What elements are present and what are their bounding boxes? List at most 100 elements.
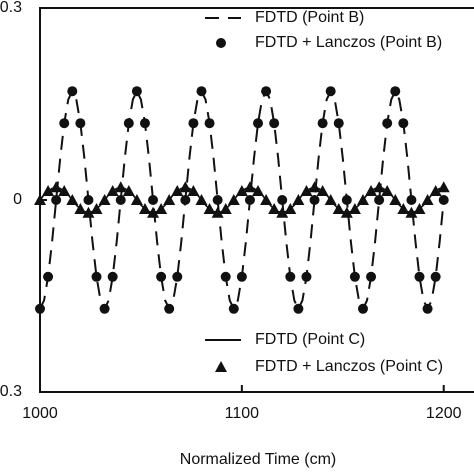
data-point [42,185,55,197]
data-point [317,118,328,129]
data-point [123,118,134,129]
x-axis-label: Normalized Time (cm) [180,451,336,468]
data-point [397,202,410,214]
data-point [50,181,63,193]
data-point [300,185,313,197]
y-tick-label: -0.3 [0,383,22,400]
data-point [389,194,402,205]
data-point [276,206,289,218]
data-point [211,206,224,218]
data-point [155,202,168,214]
data-point [390,86,401,97]
data-point [253,118,264,129]
data-point [219,202,232,214]
x-tick-label: 1200 [426,405,462,422]
data-point [277,195,288,205]
data-point [131,86,142,97]
data-point [356,194,369,205]
data-point [309,195,320,205]
data-point [429,185,442,197]
data-point [212,195,223,205]
data-point [58,185,71,197]
x-tick-label: 1100 [225,405,260,422]
data-point [156,271,167,282]
data-point [59,118,70,129]
data-point [382,118,393,129]
data-point [187,185,200,197]
legend-marker [215,361,227,372]
data-point [244,195,255,205]
x-tick-label: 1000 [22,405,58,422]
legend-label: FDTD + Lanczos (Point C) [255,358,443,375]
data-point [332,202,345,214]
data-point [243,181,256,193]
data-point [43,271,54,282]
data-point [130,194,143,205]
data-point [324,194,337,205]
data-point [180,195,191,205]
data-point [381,185,394,197]
data-point [35,303,45,314]
data-point [106,185,119,197]
data-point [34,194,46,205]
data-point [268,202,281,214]
data-point [228,303,239,314]
data-point [366,271,377,282]
data-point [437,181,450,193]
data-point [220,271,231,282]
data-point [75,118,86,129]
data-point [83,195,94,205]
data-point [325,86,336,97]
data-point [91,271,102,282]
data-point [164,303,175,314]
data-point [171,185,184,197]
data-point [349,271,360,282]
data-point [67,86,78,97]
data-point [438,195,449,205]
data-point [374,195,385,205]
data-point [236,271,247,282]
y-tick-label: 0 [13,191,22,208]
data-point [195,194,208,205]
data-point [430,271,441,282]
data-point [340,206,353,218]
data-point [413,202,426,214]
data-point [188,118,199,129]
data-point [147,206,160,218]
data-point [269,118,280,129]
data-point [163,194,176,205]
data-point [82,206,95,218]
data-point [316,185,329,197]
data-point [148,195,159,205]
data-point [115,195,126,205]
data-point [203,202,216,214]
data-point [66,194,79,205]
data-point [51,195,62,205]
data-point [414,271,425,282]
data-point [138,202,151,214]
legend-label: FDTD + Lanczos (Point B) [255,34,442,51]
data-point [90,202,103,214]
data-point [373,181,386,193]
data-point [348,202,361,214]
data-point [227,194,240,205]
data-point [260,194,273,205]
data-point [422,303,433,314]
data-point [357,303,368,314]
data-point [196,86,207,97]
data-point [139,118,150,129]
data-point [122,185,135,197]
data-point [421,194,434,205]
data-point [179,181,192,193]
data-point [99,303,110,314]
data-point [405,206,418,218]
data-point [285,271,296,282]
y-tick-label: 0.3 [0,0,22,16]
legend-marker [216,38,226,48]
data-point [308,181,321,193]
data-point [235,185,248,197]
data-point [341,195,352,205]
data-point [301,271,312,282]
